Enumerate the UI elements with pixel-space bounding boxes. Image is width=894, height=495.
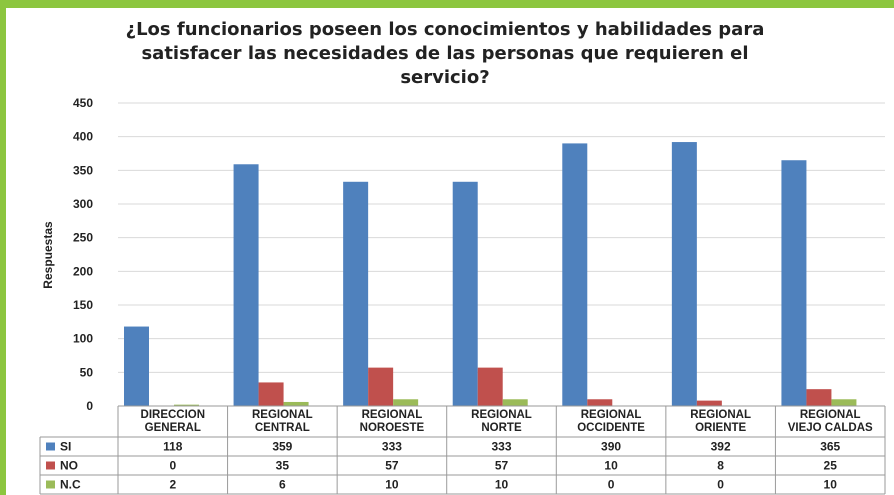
table-cell-value: 10	[495, 478, 509, 492]
bar-no	[587, 399, 613, 406]
y-tick-label: 100	[73, 332, 93, 346]
table-cell-value: 2	[169, 478, 176, 492]
category-label: ORIENTE	[695, 422, 746, 434]
bar-nc	[283, 401, 309, 406]
table-cell-value: 35	[276, 459, 290, 473]
category-label: CENTRAL	[255, 422, 310, 434]
table-cell-value: 25	[824, 459, 838, 473]
legend-swatch	[46, 480, 55, 489]
bar-nc	[831, 399, 857, 406]
category-label: GENERAL	[145, 422, 201, 434]
table-cell-value: 57	[385, 459, 399, 473]
bar-si	[452, 181, 478, 406]
category-label: DIRECCION	[141, 409, 206, 421]
y-tick-label: 50	[80, 365, 94, 379]
table-cell-value: 333	[491, 440, 511, 454]
category-label: REGIONAL	[252, 409, 313, 421]
legend-label: N.C	[60, 478, 81, 492]
bar-si	[233, 164, 259, 406]
y-tick-label: 450	[73, 96, 93, 110]
bar-no	[258, 382, 284, 406]
table-cell-value: 10	[604, 459, 618, 473]
table-cell-value: 359	[272, 440, 292, 454]
bar-si	[671, 142, 697, 406]
legend-swatch	[46, 461, 55, 470]
category-label: REGIONAL	[471, 409, 532, 421]
table-cell-value: 390	[601, 440, 621, 454]
table-cell-value: 6	[279, 478, 286, 492]
bar-si	[562, 143, 588, 406]
y-tick-label: 250	[73, 231, 93, 245]
bar-nc	[174, 404, 199, 406]
bar-nc	[393, 399, 419, 406]
chart-title-line-2: satisfacer las necesidades de las person…	[141, 43, 749, 64]
table-cell-value: 8	[717, 459, 724, 473]
table-cell-value: 0	[169, 459, 176, 473]
y-tick-label: 300	[73, 197, 93, 211]
bar-si	[781, 160, 807, 406]
legend-swatch	[46, 442, 55, 451]
category-label: REGIONAL	[581, 409, 642, 421]
table-cell-value: 57	[495, 459, 509, 473]
category-label: REGIONAL	[690, 409, 751, 421]
chart-title-line-3: servicio?	[400, 67, 490, 88]
bar-no	[806, 389, 832, 406]
table-cell-value: 10	[824, 478, 838, 492]
bar-nc	[502, 399, 528, 406]
bar-no	[696, 400, 722, 406]
bar-si	[124, 326, 149, 406]
table-cell-value: 392	[711, 440, 731, 454]
table-cell-value: 10	[385, 478, 399, 492]
y-tick-label: 0	[86, 399, 93, 413]
table-cell-value: 365	[820, 440, 840, 454]
y-tick-label: 350	[73, 163, 93, 177]
table-cell-value: 333	[382, 440, 402, 454]
bar-no	[477, 367, 503, 406]
category-label: REGIONAL	[362, 409, 423, 421]
y-tick-label: 400	[73, 130, 93, 144]
y-tick-label: 150	[73, 298, 93, 312]
bar-si	[343, 181, 369, 406]
y-axis-label: Respuestas	[41, 221, 55, 289]
table-cell-value: 118	[163, 440, 183, 454]
legend-label: SI	[60, 440, 71, 454]
category-label: VIEJO CALDAS	[788, 422, 873, 434]
table-cell-value: 0	[717, 478, 724, 492]
table-cell-value: 0	[608, 478, 615, 492]
category-label: OCCIDENTE	[577, 422, 645, 434]
category-label: REGIONAL	[800, 409, 861, 421]
bar-no	[368, 367, 394, 406]
chart-title-line-1: ¿Los funcionarios poseen los conocimient…	[125, 19, 765, 40]
category-label: NOROESTE	[360, 422, 425, 434]
chart-title: ¿Los funcionarios poseen los conocimient…	[20, 18, 870, 90]
category-label: NORTE	[481, 422, 522, 434]
legend-label: NO	[60, 459, 78, 473]
y-tick-label: 200	[73, 264, 93, 278]
